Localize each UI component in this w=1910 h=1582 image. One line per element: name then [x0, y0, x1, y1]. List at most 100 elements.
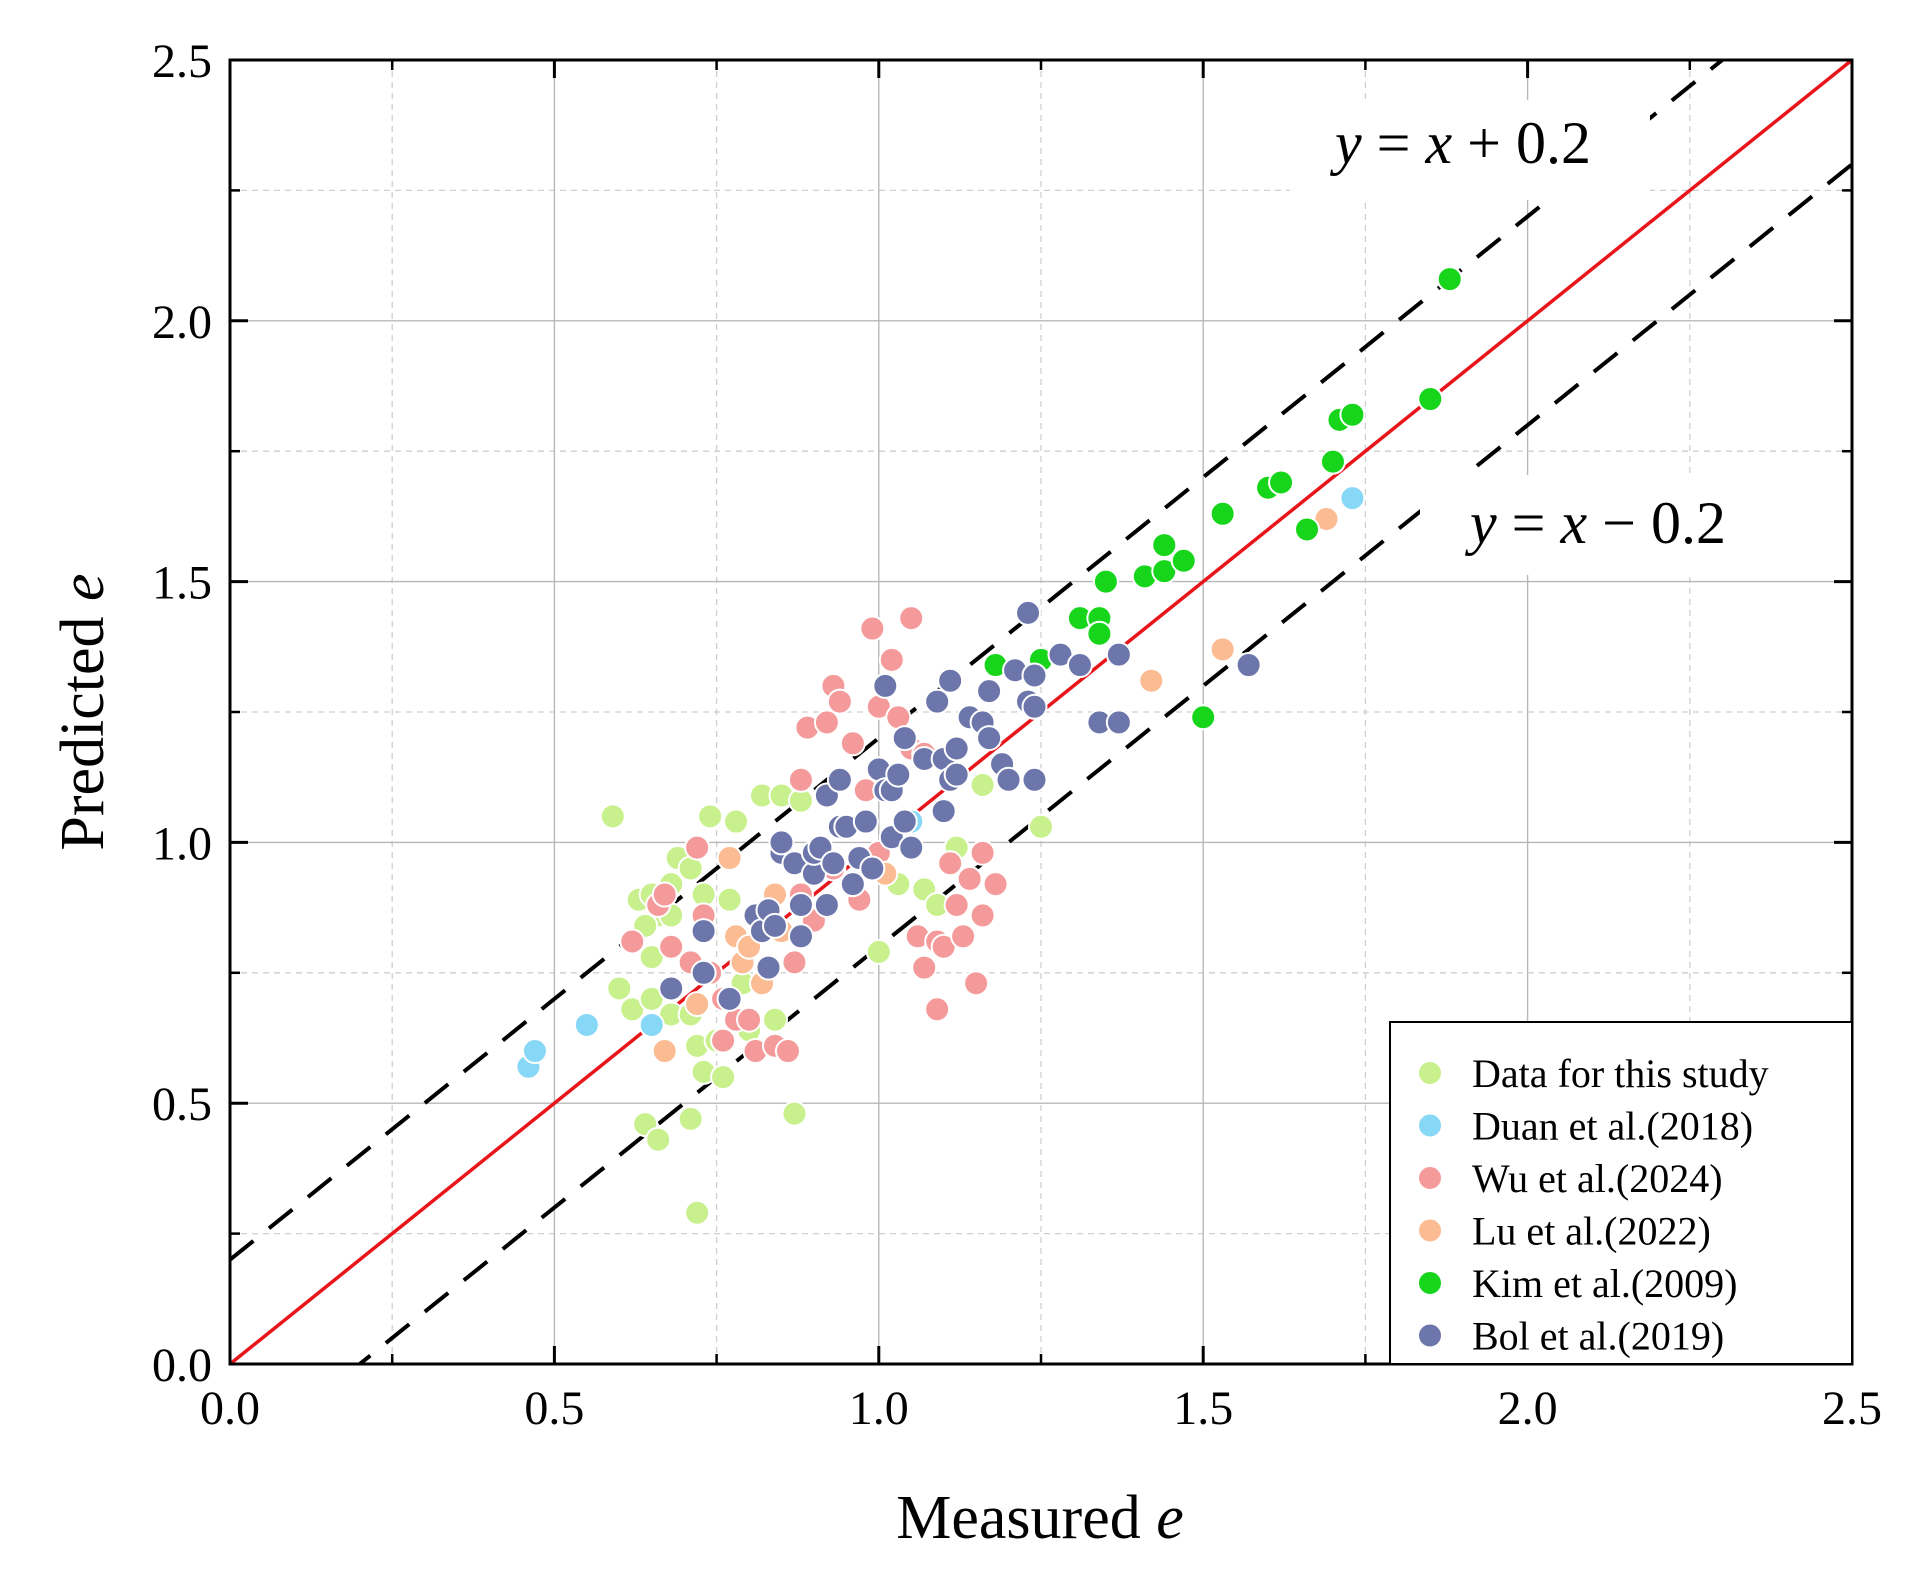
data-point-series-2: [982, 871, 1009, 898]
annotation-lower-x: x: [1559, 490, 1587, 556]
axis-ticks: 0.00.0 0.5 0.5 1.0 1.0 1.5 1.5 2.0 2.0 2.5 2.5: [152, 35, 1882, 1435]
data-point-series-5: [924, 688, 951, 715]
data-point-series-4: [1268, 469, 1295, 496]
x-tick-label: 0.5: [524, 1382, 584, 1435]
data-point-series-5: [943, 735, 970, 762]
data-point-series-0: [781, 1100, 808, 1127]
data-point-series-5: [787, 923, 814, 950]
data-point-series-1: [573, 1011, 600, 1038]
legend-label-2: Wu et al.(2024): [1472, 1156, 1723, 1201]
data-point-series-2: [924, 996, 951, 1023]
data-point-series-2: [969, 839, 996, 866]
data-point-series-5: [976, 678, 1003, 705]
annotation-lower: y = x − 0.2: [1464, 490, 1726, 556]
data-point-series-5: [885, 761, 912, 788]
data-point-series-0: [969, 772, 996, 799]
x-axis-title-text: Measured: [896, 1484, 1156, 1552]
data-point-series-0: [697, 803, 724, 830]
annotation-upper-bg: [1290, 100, 1650, 200]
data-point-series-5: [1105, 709, 1132, 736]
legend-items: Data for this study Duan et al.(2018) Wu e…: [1417, 1051, 1769, 1359]
legend-label-5: Bol et al.(2019): [1472, 1314, 1724, 1359]
annotation-upper-x: x: [1424, 110, 1452, 176]
y-axis-title-var: e: [49, 573, 117, 601]
data-point-series-0: [1028, 813, 1054, 840]
data-point-series-2: [969, 902, 996, 929]
data-point-series-5: [839, 871, 866, 898]
data-point-series-2: [651, 881, 678, 908]
data-point-series-2: [774, 1038, 801, 1065]
data-point-series-5: [872, 672, 899, 699]
data-point-series-4: [1190, 704, 1217, 731]
data-point-series-2: [839, 730, 866, 757]
data-point-series-5: [690, 959, 717, 986]
data-point-series-5: [891, 808, 918, 835]
data-point-series-5: [787, 891, 814, 918]
annotation-lower-num: 0.2: [1651, 490, 1726, 556]
y-tick-label: 1.0: [152, 817, 212, 870]
data-point-series-5: [820, 850, 847, 877]
data-point-series-0: [677, 1105, 704, 1132]
x-tick-label: 0.0: [200, 1382, 260, 1435]
data-point-series-5: [1105, 641, 1132, 668]
data-point-series-0: [599, 803, 626, 830]
data-point-series-2: [781, 949, 808, 976]
data-point-series-0: [865, 938, 892, 965]
data-point-series-2: [956, 865, 983, 892]
data-point-series-4: [1319, 448, 1346, 475]
data-point-series-1: [521, 1038, 548, 1065]
data-point-series-2: [787, 766, 814, 793]
data-point-series-3: [651, 1038, 678, 1065]
data-point-series-0: [710, 1064, 737, 1091]
x-axis-title-var: e: [1156, 1484, 1184, 1552]
data-point-series-5: [1021, 662, 1048, 689]
x-tick-label: 1.0: [849, 1382, 909, 1435]
annotation-upper-num: 0.2: [1516, 110, 1591, 176]
data-point-series-5: [826, 766, 853, 793]
legend-marker-0: [1417, 1060, 1443, 1086]
annotation-upper: y = x + 0.2: [1329, 110, 1591, 176]
data-points: [515, 266, 1463, 1226]
data-point-series-5: [859, 855, 886, 882]
x-tick-label: 2.0: [1498, 1382, 1558, 1435]
legend-marker-1: [1417, 1112, 1443, 1139]
data-point-series-5: [690, 918, 717, 945]
data-point-series-5: [976, 725, 1003, 752]
legend-label-1: Duan et al.(2018): [1472, 1104, 1753, 1149]
data-point-series-0: [761, 1006, 788, 1033]
annotation-upper-eq: =: [1362, 110, 1426, 176]
annotation-lower-eq: =: [1497, 490, 1561, 556]
data-point-series-5: [1015, 599, 1042, 626]
data-point-series-5: [1235, 652, 1262, 679]
data-point-series-0: [723, 808, 750, 835]
legend-label-0: Data for this study: [1472, 1051, 1769, 1096]
data-point-series-2: [684, 834, 711, 861]
data-point-series-2: [826, 688, 853, 715]
legend-box: [1389, 1021, 1853, 1365]
data-point-series-3: [1209, 636, 1236, 663]
data-point-series-5: [943, 761, 970, 788]
data-point-series-0: [684, 1199, 711, 1226]
data-point-series-5: [898, 834, 925, 861]
data-point-series-5: [930, 798, 957, 825]
data-point-series-2: [963, 970, 990, 997]
annotation-lower-bg: [1420, 475, 1790, 575]
y-tick-label: 1.5: [152, 557, 212, 610]
legend-marker-2: [1417, 1165, 1443, 1191]
data-point-series-4: [1436, 266, 1463, 293]
data-point-series-3: [716, 845, 743, 872]
data-point-series-5: [813, 891, 840, 918]
data-point-series-0: [645, 1126, 672, 1153]
y-axis-title-text: Predicted: [49, 601, 117, 851]
legend-label-3: Lu et al.(2022): [1472, 1209, 1711, 1254]
data-point-series-2: [813, 709, 840, 736]
data-point-series-5: [716, 985, 743, 1012]
legend-marker-5: [1417, 1322, 1443, 1349]
annotation-upper-op: +: [1452, 110, 1516, 176]
data-point-series-4: [1092, 568, 1119, 595]
data-point-series-2: [898, 605, 925, 632]
legend-marker-4: [1417, 1270, 1443, 1296]
data-point-series-4: [1086, 620, 1113, 647]
data-point-series-1: [1339, 485, 1366, 512]
